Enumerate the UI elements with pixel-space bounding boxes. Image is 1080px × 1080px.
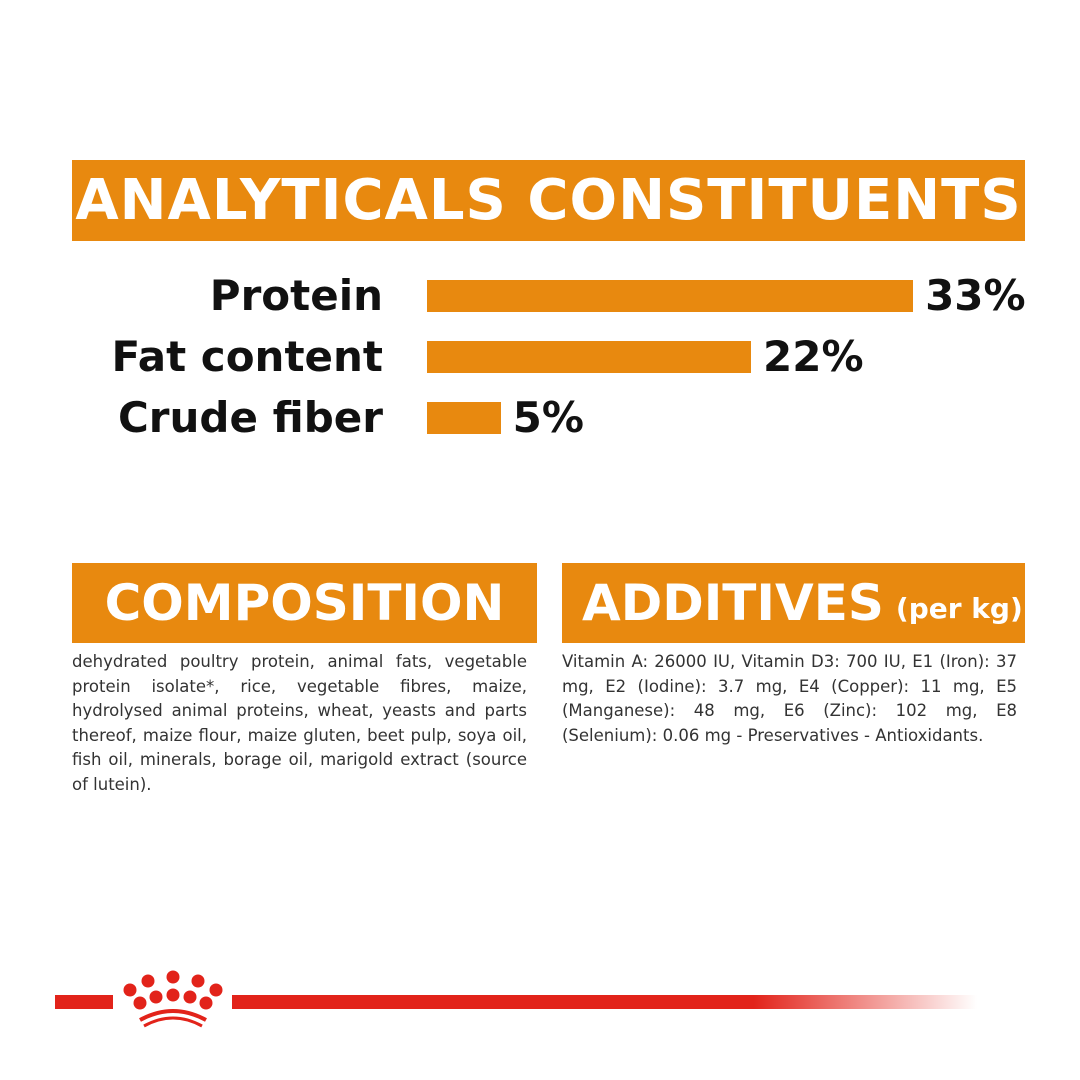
composition-text: dehydrated poultry protein, animal fats,… (72, 652, 527, 794)
constituent-bar (427, 402, 501, 434)
additives-text: Vitamin A: 26000 IU, Vitamin D3: 700 IU,… (562, 652, 1017, 745)
constituent-value: 5% (512, 393, 584, 442)
composition-title: COMPOSITION (104, 574, 505, 632)
constituent-bar (427, 341, 752, 373)
brand-line-right (232, 995, 977, 1009)
analytical-title: ANALYTICALS CONSTITUENTS (75, 168, 1022, 233)
brand-line-left (55, 995, 113, 1009)
additives-title: ADDITIVES (582, 574, 884, 632)
analytical-constituents-header: ANALYTICALS CONSTITUENTS (72, 160, 1025, 241)
composition-header: COMPOSITION (72, 563, 537, 643)
constituent-label: Fat content (111, 332, 383, 381)
constituent-label: Crude fiber (117, 393, 383, 442)
constituent-label: Protein (209, 271, 383, 320)
constituent-bar (427, 280, 914, 312)
additives-header: ADDITIVES (per kg) (562, 563, 1025, 643)
constituent-value: 33% (925, 271, 1026, 320)
royal-canin-crown-icon (123, 970, 223, 1028)
additives-unit: (per kg) (895, 591, 1023, 625)
constituent-value: 22% (763, 332, 864, 381)
